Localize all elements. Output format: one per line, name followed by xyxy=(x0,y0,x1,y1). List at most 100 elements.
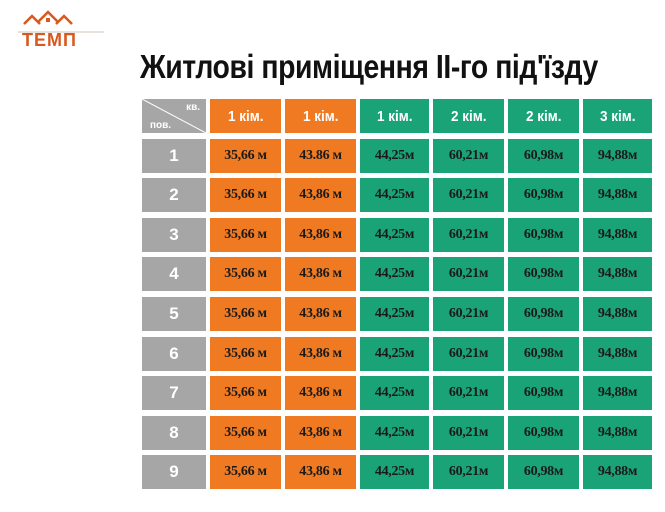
area-cell: 94,88м xyxy=(583,138,652,173)
area-cell: 60,21м xyxy=(433,376,504,411)
area-cell: 44,25м xyxy=(360,376,429,411)
area-cell: 35,66 м xyxy=(210,138,281,173)
area-value: 43,86 м xyxy=(299,305,342,321)
area-value: 43,86 м xyxy=(299,345,342,361)
area-cell: 44,25м xyxy=(360,257,429,292)
area-cell: 43,86 м xyxy=(285,296,356,331)
area-cell: 60,98м xyxy=(508,415,579,450)
area-value: 43,86 м xyxy=(299,424,342,440)
area-cell: 94,88м xyxy=(583,296,652,331)
area-value: 43,86 м xyxy=(299,385,342,401)
area-value: 60,98м xyxy=(523,266,564,282)
area-cell: 43,86 м xyxy=(285,217,356,252)
area-value: 60,21м xyxy=(448,464,489,480)
area-value: 44,25м xyxy=(374,147,415,163)
area-cell: 60,21м xyxy=(433,217,504,252)
header-label: 1 кім. xyxy=(376,107,413,125)
header-cell: 2 кім. xyxy=(433,99,504,133)
header-label: 2 кім. xyxy=(450,107,487,125)
area-value: 60,21м xyxy=(448,345,489,361)
apartment-table: кв. пов. 1 кім. 1 кім. 1 кім. 2 кім. 2 к… xyxy=(142,99,652,495)
area-cell: 35,66 м xyxy=(210,217,281,252)
floor-number: 7 xyxy=(169,383,179,403)
table-row: 3 35,66 м 43,86 м 44,25м 60,21м 60,98м 94,88м xyxy=(142,217,652,252)
area-cell: 35,66 м xyxy=(210,178,281,213)
area-value: 60,98м xyxy=(523,226,564,242)
area-value: 60,98м xyxy=(523,424,564,440)
area-cell: 44,25м xyxy=(360,415,429,450)
area-value: 94,88м xyxy=(597,345,638,361)
area-value: 94,88м xyxy=(597,266,638,282)
header-label: 1 кім. xyxy=(302,107,339,125)
area-cell: 60,98м xyxy=(508,296,579,331)
area-value: 43.86 м xyxy=(299,147,342,163)
header-cell: 2 кім. xyxy=(508,99,579,133)
header-label: 3 кім. xyxy=(599,107,636,125)
area-cell: 94,88м xyxy=(583,178,652,213)
floor-number: 8 xyxy=(169,422,179,442)
area-cell: 35,66 м xyxy=(210,415,281,450)
logo: ТЕМП xyxy=(18,8,108,50)
area-value: 94,88м xyxy=(597,187,638,203)
area-value: 60,98м xyxy=(523,305,564,321)
area-cell: 60,21м xyxy=(433,257,504,292)
floor-cell: 5 xyxy=(142,296,206,331)
area-value: 35,66 м xyxy=(224,187,267,203)
area-cell: 44,25м xyxy=(360,455,429,490)
floor-number: 5 xyxy=(169,303,179,323)
floor-cell: 7 xyxy=(142,376,206,411)
area-value: 60,98м xyxy=(523,464,564,480)
area-value: 60,21м xyxy=(448,385,489,401)
area-value: 60,21м xyxy=(448,305,489,321)
area-value: 94,88м xyxy=(597,305,638,321)
area-cell: 43.86 м xyxy=(285,138,356,173)
area-cell: 60,21м xyxy=(433,336,504,371)
header-label: 2 кім. xyxy=(525,107,562,125)
floor-number: 1 xyxy=(169,145,179,165)
header-label: 1 кім. xyxy=(227,107,264,125)
table-row: 2 35,66 м 43,86 м 44,25м 60,21м 60,98м 94,88м xyxy=(142,178,652,213)
header-cell: 3 кім. xyxy=(583,99,652,133)
area-cell: 94,88м xyxy=(583,376,652,411)
area-cell: 43,86 м xyxy=(285,376,356,411)
area-cell: 60,98м xyxy=(508,257,579,292)
area-value: 35,66 м xyxy=(224,345,267,361)
area-cell: 35,66 м xyxy=(210,376,281,411)
area-value: 44,25м xyxy=(374,345,415,361)
area-cell: 44,25м xyxy=(360,138,429,173)
logo-text: ТЕМП xyxy=(22,30,77,50)
area-cell: 60,21м xyxy=(433,138,504,173)
area-value: 60,98м xyxy=(523,385,564,401)
area-cell: 44,25м xyxy=(360,296,429,331)
table-row: 1 35,66 м 43.86 м 44,25м 60,21м 60,98м 94,88м xyxy=(142,138,652,173)
floor-number: 4 xyxy=(169,264,179,284)
area-value: 43,86 м xyxy=(299,464,342,480)
area-value: 60,21м xyxy=(448,187,489,203)
floor-cell: 4 xyxy=(142,257,206,292)
floor-number: 9 xyxy=(169,462,179,482)
area-value: 60,98м xyxy=(523,187,564,203)
house-roofs-icon xyxy=(23,10,73,25)
area-value: 44,25м xyxy=(374,424,415,440)
area-value: 35,66 м xyxy=(224,385,267,401)
area-cell: 94,88м xyxy=(583,415,652,450)
area-value: 44,25м xyxy=(374,266,415,282)
area-cell: 44,25м xyxy=(360,336,429,371)
area-cell: 94,88м xyxy=(583,455,652,490)
area-value: 60,21м xyxy=(448,226,489,242)
apartment-label: кв. xyxy=(186,102,200,113)
area-value: 44,25м xyxy=(374,385,415,401)
area-cell: 35,66 м xyxy=(210,257,281,292)
floor-label: пов. xyxy=(150,120,172,131)
area-value: 60,21м xyxy=(448,424,489,440)
area-cell: 44,25м xyxy=(360,178,429,213)
floor-cell: 8 xyxy=(142,415,206,450)
area-cell: 43,86 м xyxy=(285,455,356,490)
area-cell: 94,88м xyxy=(583,257,652,292)
logo-underline xyxy=(18,31,104,33)
table-row: 6 35,66 м 43,86 м 44,25м 60,21м 60,98м 94,88м xyxy=(142,336,652,371)
area-value: 60,21м xyxy=(448,266,489,282)
area-value: 94,88м xyxy=(597,424,638,440)
area-cell: 43,86 м xyxy=(285,336,356,371)
area-cell: 43,86 м xyxy=(285,257,356,292)
